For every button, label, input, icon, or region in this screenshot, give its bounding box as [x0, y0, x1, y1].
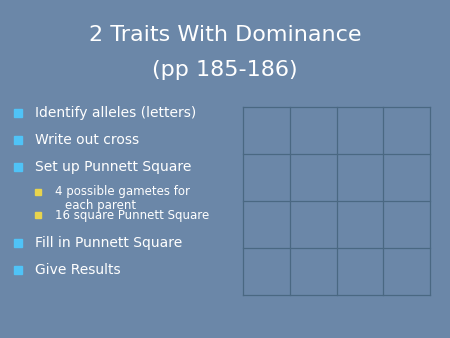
Text: 4 possible gametes for: 4 possible gametes for — [55, 186, 190, 198]
Text: Give Results: Give Results — [35, 263, 121, 277]
Text: Identify alleles (letters): Identify alleles (letters) — [35, 106, 196, 120]
Text: Write out cross: Write out cross — [35, 133, 139, 147]
Text: each parent: each parent — [65, 199, 136, 213]
Text: (pp 185-186): (pp 185-186) — [152, 60, 298, 80]
Text: 16 square Punnett Square: 16 square Punnett Square — [55, 209, 209, 221]
Text: Set up Punnett Square: Set up Punnett Square — [35, 160, 191, 174]
Text: Fill in Punnett Square: Fill in Punnett Square — [35, 236, 182, 250]
Text: 2 Traits With Dominance: 2 Traits With Dominance — [89, 25, 361, 45]
